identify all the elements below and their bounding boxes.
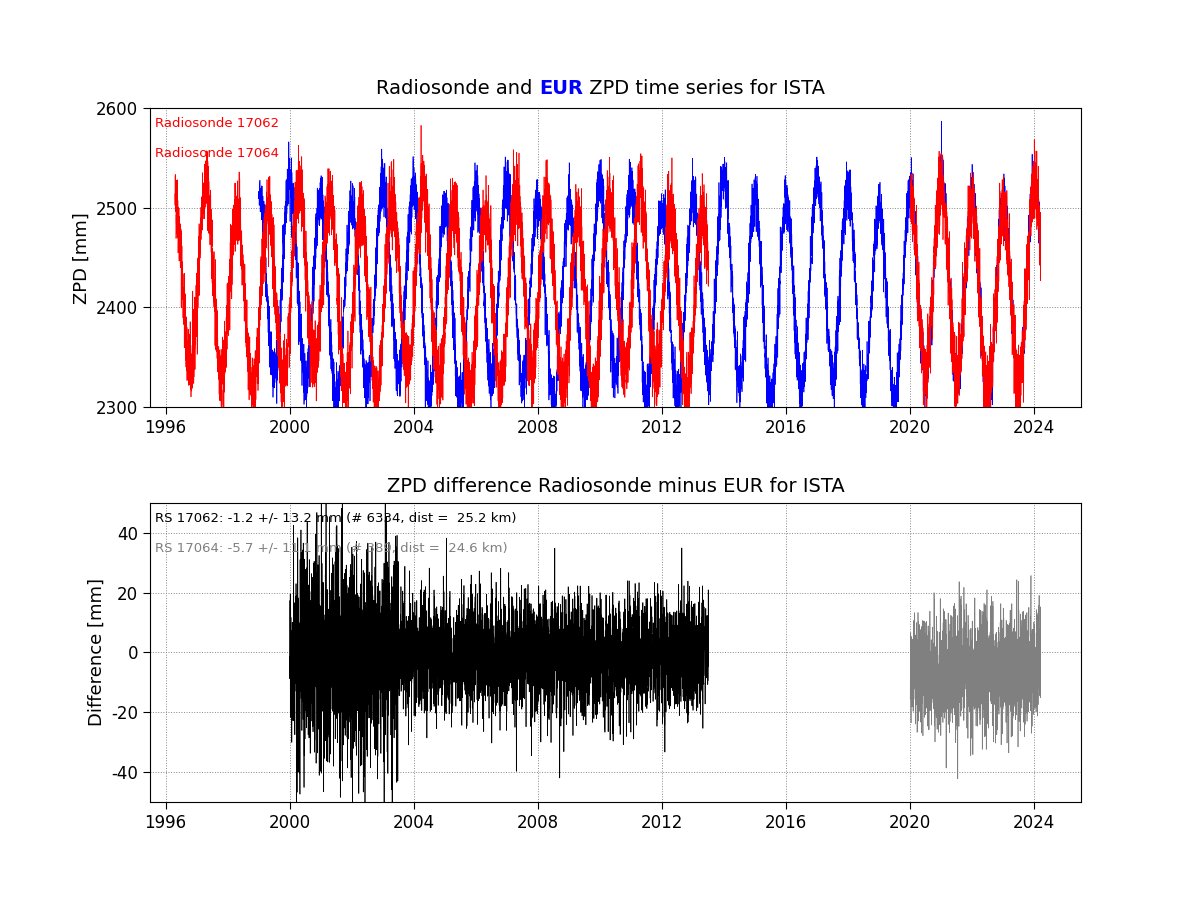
Text: ZPD time series for ISTA: ZPD time series for ISTA (582, 79, 825, 98)
Text: Radiosonde and: Radiosonde and (376, 79, 539, 98)
Text: Radiosonde 17062: Radiosonde 17062 (155, 117, 279, 130)
Title: ZPD difference Radiosonde minus EUR for ISTA: ZPD difference Radiosonde minus EUR for … (387, 477, 844, 496)
Y-axis label: ZPD [mm]: ZPD [mm] (72, 212, 90, 304)
Text: EUR: EUR (539, 79, 582, 98)
Text: Radiosonde 17064: Radiosonde 17064 (155, 147, 279, 160)
Text: RS 17062: -1.2 +/- 13.2 mm (# 6334, dist =  25.2 km): RS 17062: -1.2 +/- 13.2 mm (# 6334, dist… (155, 512, 516, 524)
Y-axis label: Difference [mm]: Difference [mm] (88, 578, 106, 726)
Text: RS 17064: -5.7 +/- 11.1 mm (# 389, dist =  24.6 km): RS 17064: -5.7 +/- 11.1 mm (# 389, dist … (155, 542, 507, 555)
